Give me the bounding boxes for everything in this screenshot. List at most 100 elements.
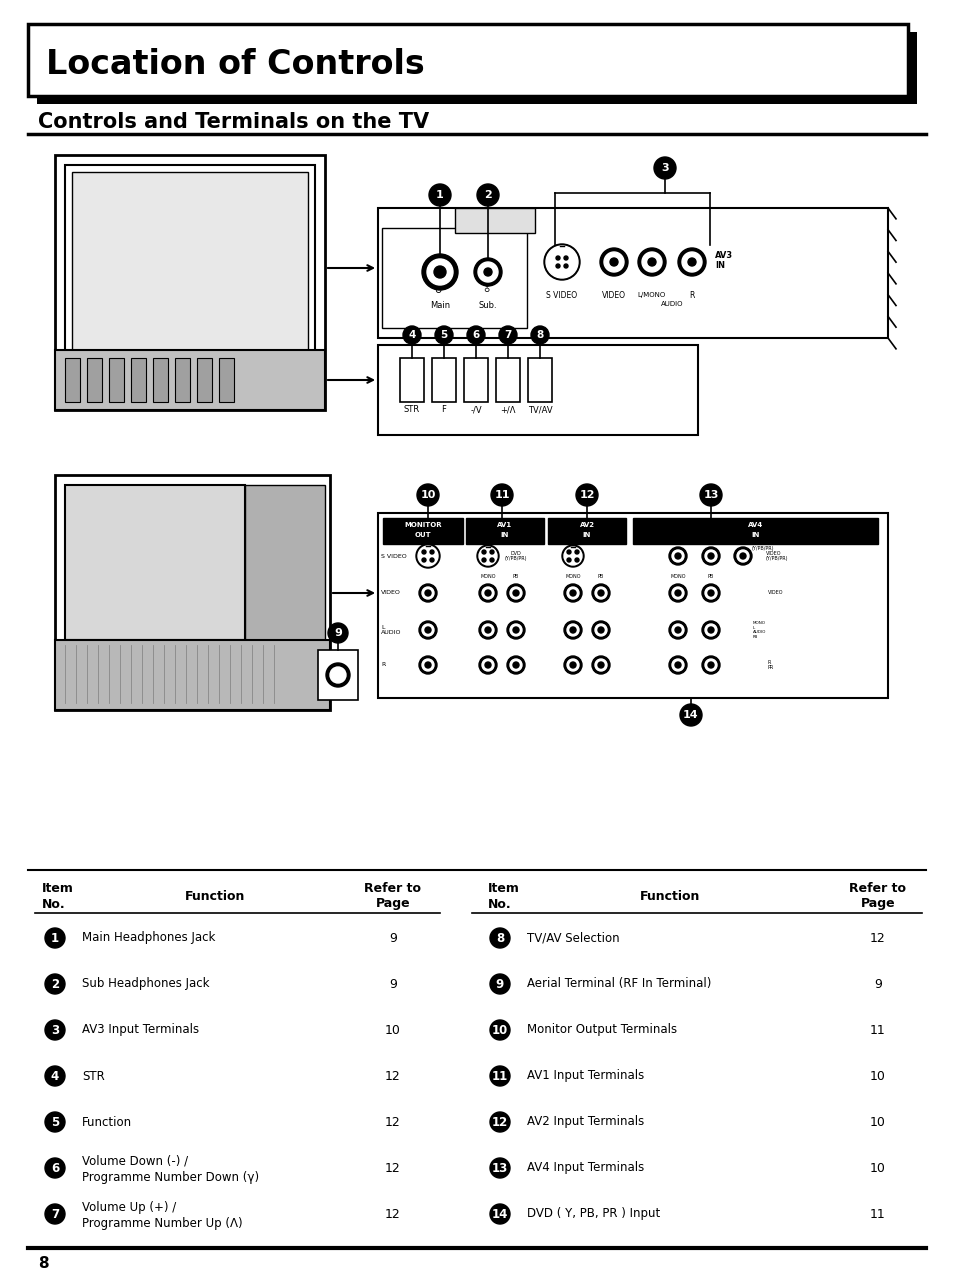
Bar [377,207,887,338]
Circle shape [478,655,497,675]
Text: Aerial Terminal (RF In Terminal): Aerial Terminal (RF In Terminal) [526,978,711,991]
Text: 12: 12 [385,1207,400,1221]
Circle shape [417,547,437,566]
Text: No.: No. [488,897,511,910]
Circle shape [576,484,598,506]
Bar [65,485,245,640]
Text: VIDEO: VIDEO [380,590,400,595]
Circle shape [513,662,518,668]
Circle shape [45,1204,65,1224]
Text: PB: PB [513,573,518,579]
Text: Main Headphones Jack: Main Headphones Jack [82,932,215,945]
Text: S VIDEO: S VIDEO [380,553,406,558]
Circle shape [563,547,581,564]
Circle shape [45,1112,65,1132]
Text: Volume Down (-) /: Volume Down (-) / [82,1155,188,1167]
Text: +/Λ: +/Λ [499,406,516,415]
Circle shape [421,558,426,562]
Text: Controls and Terminals on the TV: Controls and Terminals on the TV [38,111,429,132]
Text: IN: IN [751,532,759,538]
Text: AV1: AV1 [497,522,512,527]
Text: No.: No. [42,897,66,910]
Text: STR: STR [82,1070,105,1083]
Circle shape [566,588,578,599]
Text: 13: 13 [492,1161,508,1175]
Circle shape [477,262,497,282]
Bar [131,358,146,402]
Circle shape [563,655,581,675]
Text: 10: 10 [385,1024,400,1037]
Circle shape [569,662,576,668]
Text: ♁: ♁ [434,285,441,294]
Circle shape [707,662,713,668]
Text: 12: 12 [385,1161,400,1175]
Circle shape [513,627,518,634]
Text: F: F [441,406,446,415]
Circle shape [592,621,609,639]
Bar [37,32,916,104]
Circle shape [424,590,431,596]
Circle shape [701,621,720,639]
Circle shape [435,326,453,344]
Circle shape [675,627,680,634]
Circle shape [430,550,434,554]
Text: 3: 3 [51,1024,59,1037]
Circle shape [671,623,683,636]
Text: AV3 Input Terminals: AV3 Input Terminals [82,1024,199,1037]
Bar [245,485,325,640]
Circle shape [45,1066,65,1085]
Text: 9: 9 [334,628,341,637]
Circle shape [566,659,578,671]
Circle shape [490,1020,510,1039]
Circle shape [678,248,705,276]
Circle shape [671,550,683,562]
Text: Page: Page [860,897,894,910]
Text: 11: 11 [869,1024,885,1037]
Circle shape [647,259,656,266]
Bar [317,650,357,700]
Circle shape [478,584,497,602]
Bar [432,358,456,402]
Text: Main: Main [430,301,450,310]
Text: AV3: AV3 [714,251,732,260]
Text: 10: 10 [420,490,436,500]
Text: 14: 14 [492,1207,508,1221]
Text: AV1 Input Terminals: AV1 Input Terminals [526,1070,643,1083]
Circle shape [563,621,581,639]
Text: Item: Item [42,882,73,895]
Text: DVD ( Y, PB, PR ) Input: DVD ( Y, PB, PR ) Input [526,1207,659,1221]
Circle shape [513,590,518,596]
Text: AV2: AV2 [578,522,594,527]
Circle shape [566,550,571,554]
Text: 2: 2 [483,189,492,200]
Circle shape [563,256,567,260]
Circle shape [737,550,748,562]
Circle shape [545,246,578,278]
Text: 12: 12 [385,1070,400,1083]
Text: 11: 11 [869,1207,885,1221]
Circle shape [707,553,713,559]
Text: R: R [380,663,385,667]
Circle shape [328,623,348,643]
Circle shape [476,545,498,567]
Text: Refer to: Refer to [364,882,421,895]
Text: 10: 10 [869,1115,885,1129]
Circle shape [421,588,434,599]
Circle shape [668,584,686,602]
Text: 8: 8 [536,330,543,340]
Bar [465,518,543,544]
Circle shape [575,550,578,554]
Text: Item: Item [488,882,519,895]
Circle shape [330,667,346,684]
Text: 4: 4 [51,1070,59,1083]
Text: 7: 7 [51,1207,59,1221]
Circle shape [671,659,683,671]
Text: TV/AV Selection: TV/AV Selection [526,932,619,945]
Circle shape [478,547,497,564]
Circle shape [402,326,420,344]
Circle shape [484,662,491,668]
Circle shape [575,558,578,562]
Text: -/V: -/V [470,406,481,415]
Text: Sub.: Sub. [478,301,497,310]
Text: AV4: AV4 [747,522,762,527]
